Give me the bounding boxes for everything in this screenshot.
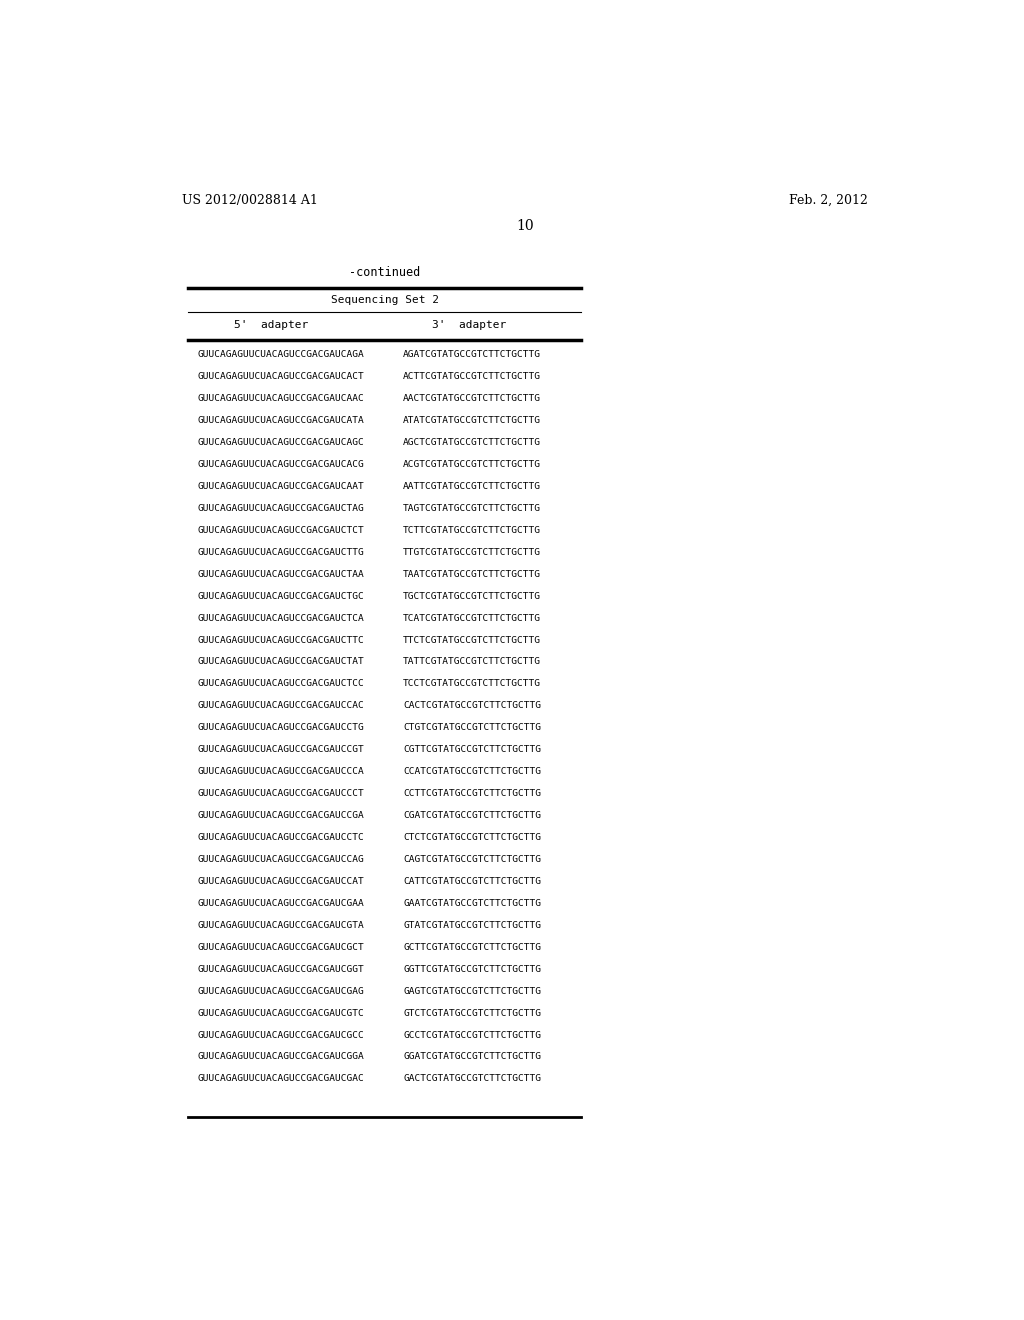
Text: TCATCGTATGCCGTCTTCTGCTTG: TCATCGTATGCCGTCTTCTGCTTG — [403, 614, 541, 623]
Text: GUUCAGAGUUCUACAGUCCGACGAUCAGC: GUUCAGAGUUCUACAGUCCGACGAUCAGC — [198, 438, 365, 447]
Text: US 2012/0028814 A1: US 2012/0028814 A1 — [182, 194, 318, 207]
Text: GUUCAGAGUUCUACAGUCCGACGAUCAAC: GUUCAGAGUUCUACAGUCCGACGAUCAAC — [198, 395, 365, 403]
Text: GUUCAGAGUUCUACAGUCCGACGAUCGAC: GUUCAGAGUUCUACAGUCCGACGAUCGAC — [198, 1074, 365, 1084]
Text: CCTTCGTATGCCGTCTTCTGCTTG: CCTTCGTATGCCGTCTTCTGCTTG — [403, 789, 541, 799]
Text: GUUCAGAGUUCUACAGUCCGACGAUCTGC: GUUCAGAGUUCUACAGUCCGACGAUCTGC — [198, 591, 365, 601]
Text: GCCTCGTATGCCGTCTTCTGCTTG: GCCTCGTATGCCGTCTTCTGCTTG — [403, 1031, 541, 1040]
Text: TCCTCGTATGCCGTCTTCTGCTTG: TCCTCGTATGCCGTCTTCTGCTTG — [403, 680, 541, 689]
Text: TCTTCGTATGCCGTCTTCTGCTTG: TCTTCGTATGCCGTCTTCTGCTTG — [403, 525, 541, 535]
Text: GUUCAGAGUUCUACAGUCCGACGAUCTAT: GUUCAGAGUUCUACAGUCCGACGAUCTAT — [198, 657, 365, 667]
Text: GGTTCGTATGCCGTCTTCTGCTTG: GGTTCGTATGCCGTCTTCTGCTTG — [403, 965, 541, 974]
Text: GUUCAGAGUUCUACAGUCCGACGAUCTAA: GUUCAGAGUUCUACAGUCCGACGAUCTAA — [198, 570, 365, 578]
Text: CTGTCGTATGCCGTCTTCTGCTTG: CTGTCGTATGCCGTCTTCTGCTTG — [403, 723, 541, 733]
Text: GGATCGTATGCCGTCTTCTGCTTG: GGATCGTATGCCGTCTTCTGCTTG — [403, 1052, 541, 1061]
Text: GUUCAGAGUUCUACAGUCCGACGAUCCGT: GUUCAGAGUUCUACAGUCCGACGAUCCGT — [198, 746, 365, 754]
Text: GTCTCGTATGCCGTCTTCTGCTTG: GTCTCGTATGCCGTCTTCTGCTTG — [403, 1008, 541, 1018]
Text: ACGTCGTATGCCGTCTTCTGCTTG: ACGTCGTATGCCGTCTTCTGCTTG — [403, 459, 541, 469]
Text: GUUCAGAGUUCUACAGUCCGACGAUCGTC: GUUCAGAGUUCUACAGUCCGACGAUCGTC — [198, 1008, 365, 1018]
Text: GTATCGTATGCCGTCTTCTGCTTG: GTATCGTATGCCGTCTTCTGCTTG — [403, 921, 541, 929]
Text: GUUCAGAGUUCUACAGUCCGACGAUCGGT: GUUCAGAGUUCUACAGUCCGACGAUCGGT — [198, 965, 365, 974]
Text: GAATCGTATGCCGTCTTCTGCTTG: GAATCGTATGCCGTCTTCTGCTTG — [403, 899, 541, 908]
Text: GUUCAGAGUUCUACAGUCCGACGAUCTAG: GUUCAGAGUUCUACAGUCCGACGAUCTAG — [198, 504, 365, 513]
Text: TAGTCGTATGCCGTCTTCTGCTTG: TAGTCGTATGCCGTCTTCTGCTTG — [403, 504, 541, 513]
Text: GUUCAGAGUUCUACAGUCCGACGAUCTTG: GUUCAGAGUUCUACAGUCCGACGAUCTTG — [198, 548, 365, 557]
Text: Feb. 2, 2012: Feb. 2, 2012 — [790, 194, 868, 207]
Text: GUUCAGAGUUCUACAGUCCGACGAUCGAG: GUUCAGAGUUCUACAGUCCGACGAUCGAG — [198, 986, 365, 995]
Text: ATATCGTATGCCGTCTTCTGCTTG: ATATCGTATGCCGTCTTCTGCTTG — [403, 416, 541, 425]
Text: CACTCGTATGCCGTCTTCTGCTTG: CACTCGTATGCCGTCTTCTGCTTG — [403, 701, 541, 710]
Text: GUUCAGAGUUCUACAGUCCGACGAUCAGA: GUUCAGAGUUCUACAGUCCGACGAUCAGA — [198, 350, 365, 359]
Text: GUUCAGAGUUCUACAGUCCGACGAUCTCT: GUUCAGAGUUCUACAGUCCGACGAUCTCT — [198, 525, 365, 535]
Text: 5'  adapter: 5' adapter — [234, 321, 308, 330]
Text: AGATCGTATGCCGTCTTCTGCTTG: AGATCGTATGCCGTCTTCTGCTTG — [403, 350, 541, 359]
Text: CGATCGTATGCCGTCTTCTGCTTG: CGATCGTATGCCGTCTTCTGCTTG — [403, 810, 541, 820]
Text: GUUCAGAGUUCUACAGUCCGACGAUCCCA: GUUCAGAGUUCUACAGUCCGACGAUCCCA — [198, 767, 365, 776]
Text: TAATCGTATGCCGTCTTCTGCTTG: TAATCGTATGCCGTCTTCTGCTTG — [403, 570, 541, 578]
Text: GUUCAGAGUUCUACAGUCCGACGAUCCGA: GUUCAGAGUUCUACAGUCCGACGAUCCGA — [198, 810, 365, 820]
Text: -continued: -continued — [349, 265, 421, 279]
Text: TGCTCGTATGCCGTCTTCTGCTTG: TGCTCGTATGCCGTCTTCTGCTTG — [403, 591, 541, 601]
Text: GUUCAGAGUUCUACAGUCCGACGAUCGAA: GUUCAGAGUUCUACAGUCCGACGAUCGAA — [198, 899, 365, 908]
Text: GAGTCGTATGCCGTCTTCTGCTTG: GAGTCGTATGCCGTCTTCTGCTTG — [403, 986, 541, 995]
Text: GUUCAGAGUUCUACAGUCCGACGAUCGGA: GUUCAGAGUUCUACAGUCCGACGAUCGGA — [198, 1052, 365, 1061]
Text: GUUCAGAGUUCUACAGUCCGACGAUCCTG: GUUCAGAGUUCUACAGUCCGACGAUCCTG — [198, 723, 365, 733]
Text: GUUCAGAGUUCUACAGUCCGACGAUCAAT: GUUCAGAGUUCUACAGUCCGACGAUCAAT — [198, 482, 365, 491]
Text: GUUCAGAGUUCUACAGUCCGACGAUCACG: GUUCAGAGUUCUACAGUCCGACGAUCACG — [198, 459, 365, 469]
Text: GUUCAGAGUUCUACAGUCCGACGAUCCAC: GUUCAGAGUUCUACAGUCCGACGAUCCAC — [198, 701, 365, 710]
Text: AACTCGTATGCCGTCTTCTGCTTG: AACTCGTATGCCGTCTTCTGCTTG — [403, 395, 541, 403]
Text: GUUCAGAGUUCUACAGUCCGACGAUCTCA: GUUCAGAGUUCUACAGUCCGACGAUCTCA — [198, 614, 365, 623]
Text: GUUCAGAGUUCUACAGUCCGACGAUCGCC: GUUCAGAGUUCUACAGUCCGACGAUCGCC — [198, 1031, 365, 1040]
Text: GUUCAGAGUUCUACAGUCCGACGAUCCAG: GUUCAGAGUUCUACAGUCCGACGAUCCAG — [198, 855, 365, 865]
Text: GUUCAGAGUUCUACAGUCCGACGAUCCTC: GUUCAGAGUUCUACAGUCCGACGAUCCTC — [198, 833, 365, 842]
Text: GCTTCGTATGCCGTCTTCTGCTTG: GCTTCGTATGCCGTCTTCTGCTTG — [403, 942, 541, 952]
Text: CAGTCGTATGCCGTCTTCTGCTTG: CAGTCGTATGCCGTCTTCTGCTTG — [403, 855, 541, 865]
Text: TATTCGTATGCCGTCTTCTGCTTG: TATTCGTATGCCGTCTTCTGCTTG — [403, 657, 541, 667]
Text: GUUCAGAGUUCUACAGUCCGACGAUCTTC: GUUCAGAGUUCUACAGUCCGACGAUCTTC — [198, 635, 365, 644]
Text: GUUCAGAGUUCUACAGUCCGACGAUCACT: GUUCAGAGUUCUACAGUCCGACGAUCACT — [198, 372, 365, 381]
Text: GUUCAGAGUUCUACAGUCCGACGAUCATA: GUUCAGAGUUCUACAGUCCGACGAUCATA — [198, 416, 365, 425]
Text: GUUCAGAGUUCUACAGUCCGACGAUCTCC: GUUCAGAGUUCUACAGUCCGACGAUCTCC — [198, 680, 365, 689]
Text: Sequencing Set 2: Sequencing Set 2 — [331, 296, 439, 305]
Text: 10: 10 — [516, 219, 534, 234]
Text: GACTCGTATGCCGTCTTCTGCTTG: GACTCGTATGCCGTCTTCTGCTTG — [403, 1074, 541, 1084]
Text: AGCTCGTATGCCGTCTTCTGCTTG: AGCTCGTATGCCGTCTTCTGCTTG — [403, 438, 541, 447]
Text: GUUCAGAGUUCUACAGUCCGACGAUCCAT: GUUCAGAGUUCUACAGUCCGACGAUCCAT — [198, 876, 365, 886]
Text: GUUCAGAGUUCUACAGUCCGACGAUCGCT: GUUCAGAGUUCUACAGUCCGACGAUCGCT — [198, 942, 365, 952]
Text: TTGTCGTATGCCGTCTTCTGCTTG: TTGTCGTATGCCGTCTTCTGCTTG — [403, 548, 541, 557]
Text: CATTCGTATGCCGTCTTCTGCTTG: CATTCGTATGCCGTCTTCTGCTTG — [403, 876, 541, 886]
Text: GUUCAGAGUUCUACAGUCCGACGAUCGTA: GUUCAGAGUUCUACAGUCCGACGAUCGTA — [198, 921, 365, 929]
Text: CCATCGTATGCCGTCTTCTGCTTG: CCATCGTATGCCGTCTTCTGCTTG — [403, 767, 541, 776]
Text: ACTTCGTATGCCGTCTTCTGCTTG: ACTTCGTATGCCGTCTTCTGCTTG — [403, 372, 541, 381]
Text: TTCTCGTATGCCGTCTTCTGCTTG: TTCTCGTATGCCGTCTTCTGCTTG — [403, 635, 541, 644]
Text: CTCTCGTATGCCGTCTTCTGCTTG: CTCTCGTATGCCGTCTTCTGCTTG — [403, 833, 541, 842]
Text: AATTCGTATGCCGTCTTCTGCTTG: AATTCGTATGCCGTCTTCTGCTTG — [403, 482, 541, 491]
Text: CGTTCGTATGCCGTCTTCTGCTTG: CGTTCGTATGCCGTCTTCTGCTTG — [403, 746, 541, 754]
Text: 3'  adapter: 3' adapter — [432, 321, 506, 330]
Text: GUUCAGAGUUCUACAGUCCGACGAUCCCT: GUUCAGAGUUCUACAGUCCGACGAUCCCT — [198, 789, 365, 799]
